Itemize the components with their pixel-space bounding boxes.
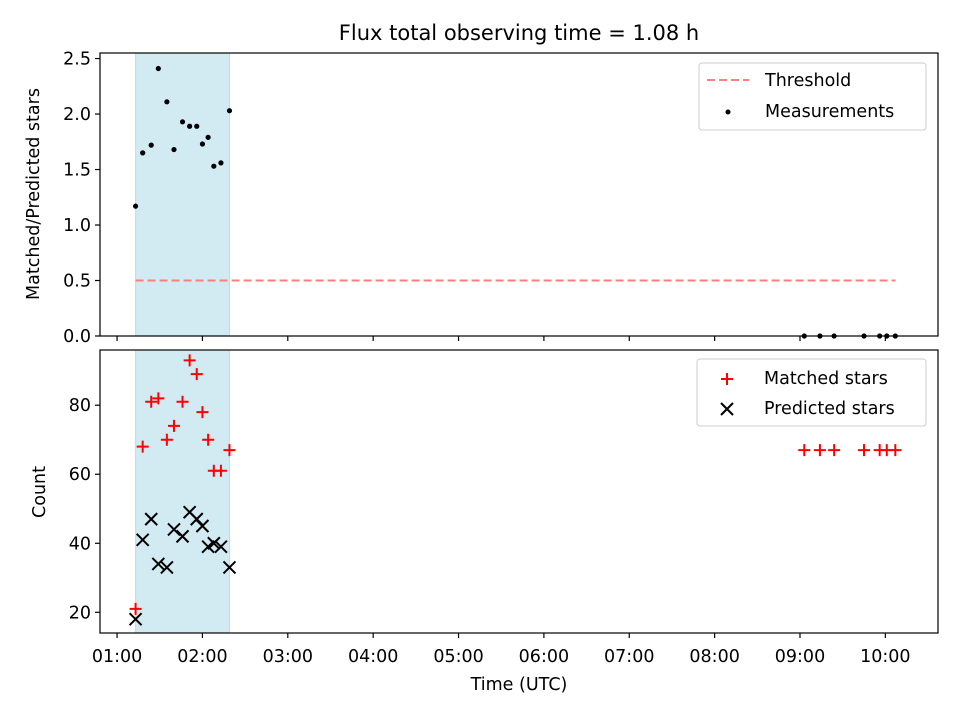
matched-star-point bbox=[145, 395, 158, 408]
measurement-point bbox=[194, 123, 200, 129]
bottom-legend: Matched stars Predicted stars bbox=[696, 358, 927, 427]
top-panel: Flux total observing time = 1.08 h 0.00.… bbox=[24, 21, 939, 347]
highlight-span bbox=[135, 52, 230, 337]
predicted-star-point bbox=[135, 533, 150, 547]
x-tick-label: 05:00 bbox=[433, 647, 483, 667]
measurement-point bbox=[155, 65, 161, 72]
matched-star-point bbox=[858, 444, 871, 457]
predicted-star-point bbox=[207, 536, 221, 550]
matched-star-point bbox=[129, 602, 142, 615]
x-tick-label: 07:00 bbox=[604, 647, 654, 667]
measurement-point bbox=[199, 141, 206, 147]
measurement-point bbox=[140, 150, 146, 156]
bottom-y-axis-label: Count bbox=[30, 466, 50, 518]
y-tick-label: 20 bbox=[69, 603, 91, 623]
predicted-star-point bbox=[144, 512, 158, 526]
legend-predicted-swatch bbox=[720, 402, 734, 416]
predicted-star-point bbox=[167, 522, 181, 537]
predicted-star-point bbox=[151, 557, 166, 571]
y-tick-label: 40 bbox=[69, 534, 91, 554]
matched-star-point bbox=[828, 444, 841, 457]
matched-star-point bbox=[223, 444, 236, 457]
chart-title: Flux total observing time = 1.08 h bbox=[339, 21, 699, 45]
x-tick-label: 06:00 bbox=[519, 647, 569, 667]
matched-star-point bbox=[214, 464, 227, 477]
predicted-star-point bbox=[128, 612, 143, 626]
bottom-x-ticks: 01:00 02:00 03:00 04:00 05:00 06:00 07:00 08:00… bbox=[92, 633, 911, 667]
legend-predicted-label: Predicted stars bbox=[764, 399, 895, 419]
y-tick-label: 80 bbox=[69, 396, 91, 416]
x-tick-label: 10:00 bbox=[860, 647, 910, 667]
x-tick-label: 04:00 bbox=[348, 647, 398, 667]
measurement-point bbox=[164, 99, 170, 105]
top-x-ticks bbox=[116, 336, 886, 341]
legend-matched-label: Matched stars bbox=[764, 369, 888, 389]
legend-measurements-label: Measurements bbox=[765, 102, 894, 122]
measurement-point bbox=[132, 203, 139, 209]
y-tick-label: 2.5 bbox=[63, 50, 91, 70]
measurement-point bbox=[179, 119, 186, 125]
measurement-point bbox=[218, 160, 224, 166]
x-tick-label: 01:00 bbox=[92, 647, 142, 667]
matched-star-point bbox=[160, 433, 173, 446]
top-axes-frame bbox=[99, 52, 939, 337]
measurement-point bbox=[226, 108, 233, 114]
matched-star-point bbox=[167, 419, 180, 432]
legend-threshold-label: Threshold bbox=[764, 71, 851, 91]
measurement-point bbox=[148, 142, 154, 148]
measurement-point bbox=[187, 123, 193, 129]
x-tick-label: 09:00 bbox=[775, 647, 825, 667]
top-y-axis-label: Matched/Predicted stars bbox=[24, 88, 44, 300]
matched-star-point bbox=[190, 368, 203, 381]
y-tick-label: 0.5 bbox=[63, 272, 91, 292]
bottom-y-ticks: 20 40 60 80 bbox=[69, 396, 100, 623]
highlight-span bbox=[135, 349, 230, 634]
predicted-stars-points bbox=[128, 505, 237, 626]
matched-star-point bbox=[176, 395, 189, 408]
matched-star-point bbox=[136, 440, 149, 453]
legend-measurements-swatch bbox=[725, 109, 731, 115]
predicted-star-point bbox=[214, 540, 228, 554]
bottom-axes-frame bbox=[99, 349, 939, 634]
predicted-star-point bbox=[175, 529, 190, 544]
matched-star-point bbox=[196, 406, 209, 419]
bottom-highlight-span bbox=[135, 349, 230, 634]
y-tick-label: 1.0 bbox=[63, 216, 91, 236]
x-axis-label: Time (UTC) bbox=[470, 675, 568, 695]
y-tick-label: 1.5 bbox=[63, 161, 91, 181]
matched-star-point bbox=[889, 444, 902, 457]
matched-star-point bbox=[202, 433, 215, 446]
predicted-star-point bbox=[222, 560, 237, 575]
measurement-point bbox=[171, 146, 177, 153]
y-tick-label: 0.0 bbox=[63, 327, 91, 347]
y-tick-label: 60 bbox=[69, 465, 91, 485]
x-tick-label: 08:00 bbox=[689, 647, 739, 667]
matched-star-point bbox=[152, 392, 165, 405]
matched-stars-points bbox=[129, 354, 902, 615]
legend-matched-swatch bbox=[721, 373, 733, 385]
x-tick-label: 02:00 bbox=[177, 647, 227, 667]
predicted-star-point bbox=[160, 560, 174, 575]
y-tick-label: 2.0 bbox=[63, 105, 91, 125]
top-highlight-span bbox=[135, 52, 230, 337]
measurement-point bbox=[211, 163, 217, 169]
matched-star-point bbox=[813, 444, 826, 457]
top-y-ticks: 0.0 0.5 1.0 1.5 2.0 2.5 bbox=[63, 50, 100, 347]
measurement-point bbox=[205, 134, 211, 140]
top-legend: Threshold Measurements bbox=[698, 62, 927, 131]
x-tick-label: 03:00 bbox=[263, 647, 313, 667]
matched-star-point bbox=[798, 444, 811, 457]
predicted-star-point bbox=[195, 519, 210, 533]
matched-star-point bbox=[183, 354, 196, 367]
